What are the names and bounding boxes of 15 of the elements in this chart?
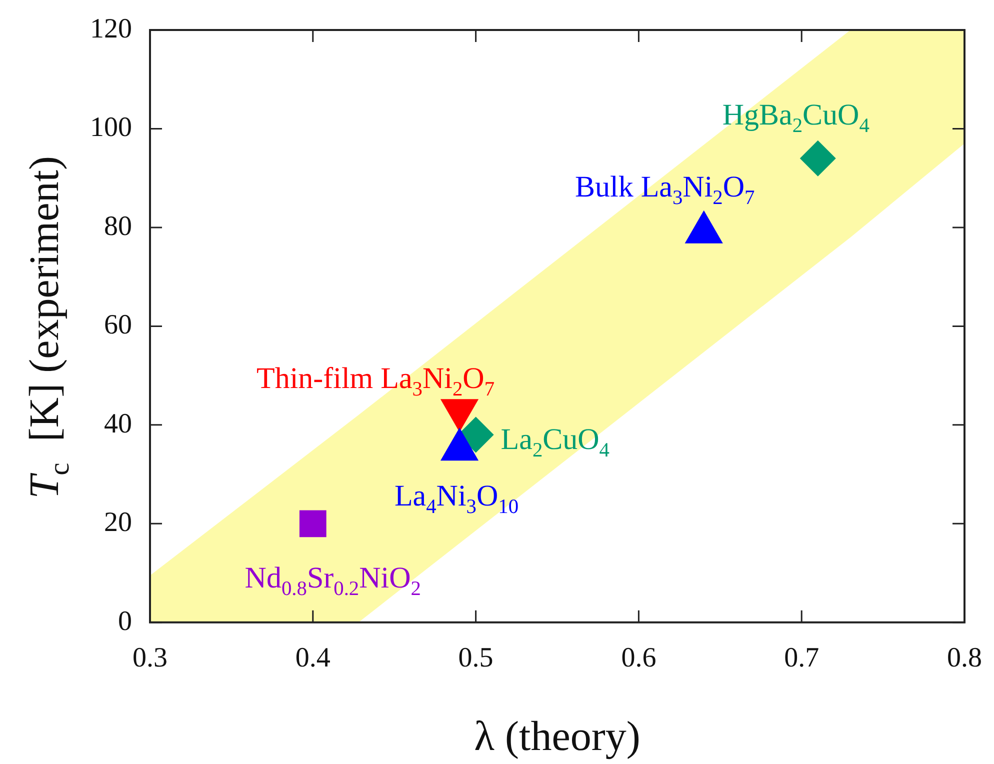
- y-tick-label: 80: [104, 210, 132, 242]
- x-tick-label: 0.8: [947, 642, 982, 674]
- x-tick-label: 0.3: [132, 642, 168, 674]
- y-tick-label: 20: [104, 507, 132, 538]
- y-tick-label: 40: [104, 408, 132, 440]
- y-tick-label: 100: [90, 112, 132, 144]
- y-tick-label: 0: [118, 606, 132, 637]
- y-axis-title: Tc [K] (experiment): [22, 156, 76, 499]
- x-tick-label: 0.5: [458, 642, 494, 674]
- x-tick-label: 0.6: [621, 642, 656, 674]
- x-axis-title: λ (theory): [474, 714, 640, 760]
- x-tick-label: 0.4: [295, 642, 330, 674]
- y-tick-label: 60: [104, 310, 132, 341]
- x-tick-label: 0.7: [784, 642, 820, 674]
- y-tick-label: 120: [90, 13, 132, 44]
